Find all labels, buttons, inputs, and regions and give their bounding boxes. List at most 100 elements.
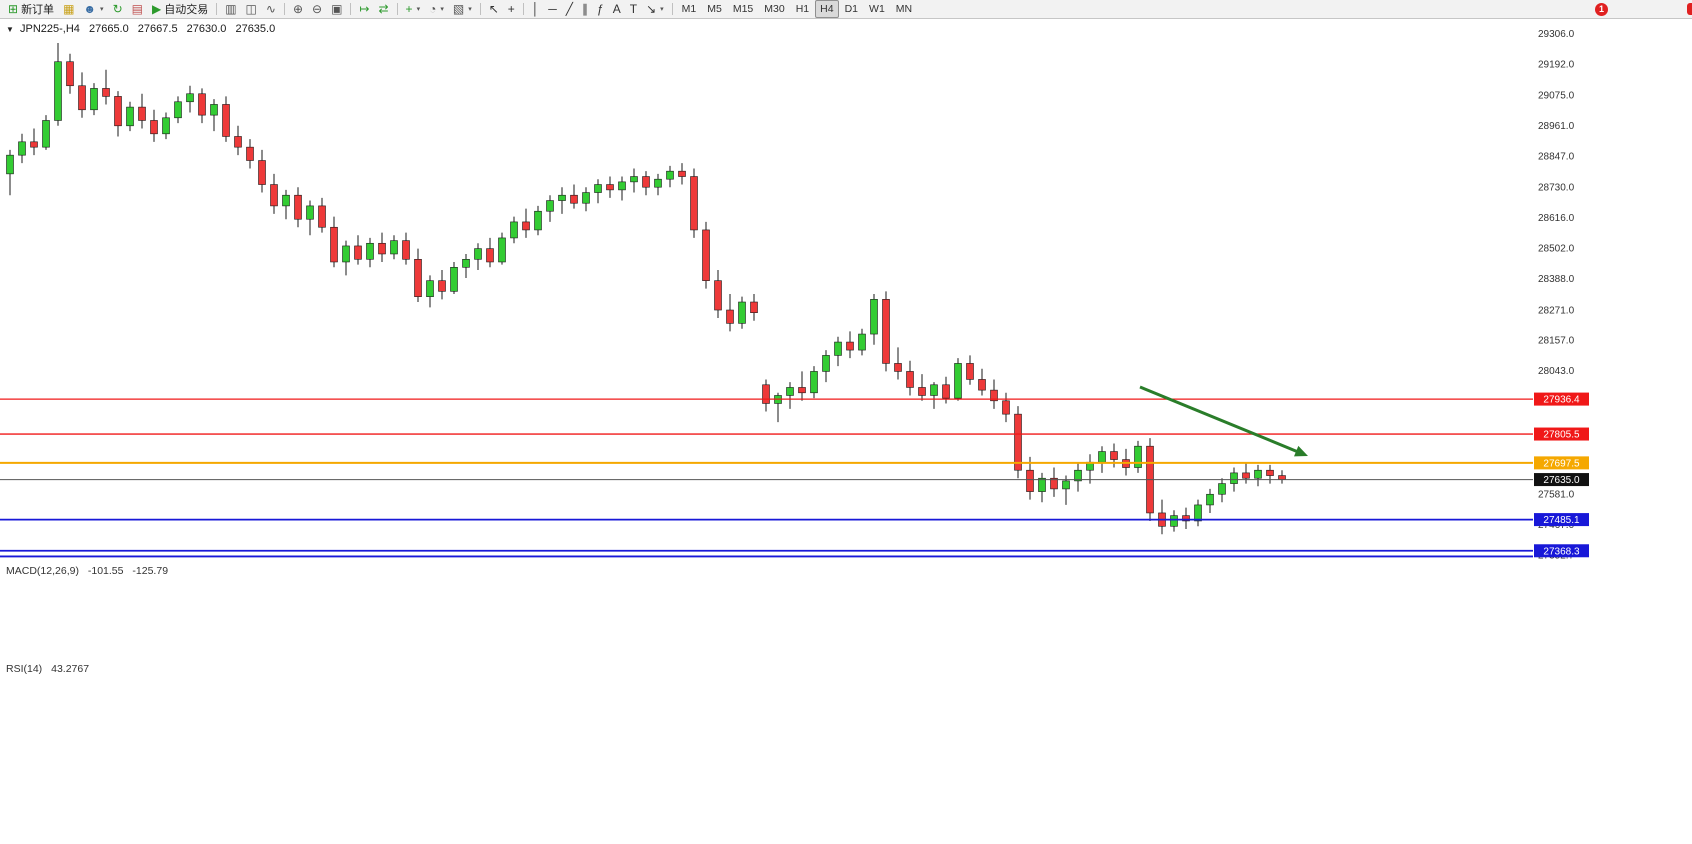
line-chart-button[interactable]: ∿: [262, 0, 280, 18]
candle-body: [66, 61, 74, 87]
clipped-notification-icon[interactable]: [1687, 3, 1692, 15]
tf-m15[interactable]: M15: [728, 0, 758, 18]
fibonacci-icon: ƒ: [597, 2, 604, 16]
channel-button[interactable]: ∥: [578, 0, 592, 18]
price-axis-label: 28616.0: [1538, 213, 1575, 224]
candle-body: [258, 160, 266, 185]
candle-body: [906, 371, 914, 388]
candle-body: [1182, 515, 1190, 522]
candle-body: [474, 248, 482, 260]
zoom-in-icon: ⊕: [292, 2, 304, 16]
price-tag-27368.3: 27368.3: [1534, 544, 1589, 558]
tf-m1[interactable]: M1: [677, 0, 702, 18]
tile-windows-button[interactable]: ▣: [327, 0, 346, 18]
candle-body: [1218, 483, 1226, 495]
price-axis-label: 28961.0: [1538, 121, 1575, 132]
chart-canvas[interactable]: 29306.0 29192.0 29075.0 28961.0 28847.0 28730…: [0, 19, 1692, 844]
trendline-icon: ╱: [565, 2, 574, 16]
candle-body: [642, 176, 650, 188]
auto-scroll-button[interactable]: ↦: [355, 0, 373, 18]
candle-body: [978, 379, 986, 391]
candles: [6, 43, 1286, 535]
price-axis-label: 29192.0: [1538, 59, 1575, 70]
zoom-in-button[interactable]: ⊕: [289, 0, 307, 18]
cursor-button[interactable]: ↖: [485, 0, 503, 18]
candle-body: [294, 194, 302, 220]
toolbar-separator: [396, 3, 398, 15]
templates-button[interactable]: ▧ ▾: [449, 0, 476, 18]
vertical-line-button[interactable]: │: [528, 0, 544, 18]
candle-body: [786, 387, 794, 396]
candle-body: [18, 141, 26, 156]
candlestick-chart-icon: ◫: [245, 2, 257, 16]
trend-arrow-head: [1294, 445, 1308, 457]
cursor-icon: ↖: [488, 2, 499, 16]
tf-h1[interactable]: H1: [791, 0, 814, 18]
refresh-button[interactable]: ↻: [109, 0, 127, 18]
profile-button[interactable]: ☻ ▾: [79, 0, 107, 18]
autotrading-button[interactable]: ▶ 自动交易: [148, 0, 212, 18]
candle-body: [198, 93, 206, 116]
indicators-icon: +: [405, 2, 413, 16]
svg-text:27485.1: 27485.1: [1543, 515, 1580, 526]
chart-window-button[interactable]: ▦: [59, 0, 78, 18]
candle-body: [882, 299, 890, 364]
bar-chart-button[interactable]: ▥: [221, 0, 240, 18]
chart-collapse-icon[interactable]: ▼: [6, 25, 14, 34]
trendline-button[interactable]: ╱: [562, 0, 577, 18]
toolbar-separator: [350, 3, 352, 15]
candle-body: [318, 205, 326, 228]
notification-badge[interactable]: 1: [1595, 2, 1608, 16]
tf-mn-label: MN: [895, 3, 913, 15]
macd-name: MACD(12,26,9): [6, 565, 79, 577]
tf-mn[interactable]: MN: [891, 0, 917, 18]
horizontal-line-button[interactable]: ─: [544, 0, 561, 18]
tile-windows-icon: ▣: [331, 2, 343, 16]
arrows-tool-button[interactable]: ↘ ▾: [642, 0, 668, 18]
tf-m30[interactable]: M30: [759, 0, 789, 18]
price-axis-label: 28502.0: [1538, 244, 1575, 255]
zoom-out-button[interactable]: ⊖: [308, 0, 326, 18]
new-order-button[interactable]: ⊞ 新订单: [4, 0, 58, 18]
candle-body: [1074, 469, 1082, 482]
tf-m1-label: M1: [681, 3, 697, 15]
tf-h4[interactable]: H4: [815, 0, 839, 18]
chart-shift-icon: ⇄: [378, 2, 389, 16]
fibonacci-button[interactable]: ƒ: [593, 0, 608, 18]
chart-window-icon: ▦: [63, 2, 75, 16]
bar-chart-icon: ▥: [225, 2, 237, 16]
candle-body: [666, 170, 674, 180]
candle-body: [726, 309, 734, 324]
chart-shift-button[interactable]: ⇄: [374, 0, 392, 18]
candle-body: [1050, 477, 1058, 490]
ohlc-high: 27667.5: [137, 23, 178, 35]
horizontal-line-icon: ─: [548, 2, 557, 16]
dropdown-caret-icon: ▾: [440, 6, 444, 13]
tf-d1-label: D1: [844, 3, 859, 15]
tf-d1[interactable]: D1: [840, 0, 863, 18]
price-tag-27805.5: 27805.5: [1534, 427, 1589, 441]
trend-arrow[interactable]: [1139, 385, 1302, 455]
rsi-name: RSI(14): [6, 663, 43, 675]
price-axis-label: 29075.0: [1538, 91, 1575, 102]
crosshair-icon: +: [507, 2, 515, 16]
candle-body: [1278, 475, 1286, 480]
candlestick-chart-button[interactable]: ◫: [242, 0, 261, 18]
tf-m5[interactable]: M5: [702, 0, 727, 18]
text-button[interactable]: A: [609, 0, 625, 18]
tf-h1-label: H1: [795, 3, 810, 15]
candle-body: [414, 258, 422, 297]
label-button[interactable]: T: [626, 0, 641, 18]
indicators-button[interactable]: + ▾: [402, 0, 425, 18]
crosshair-button[interactable]: +: [504, 0, 519, 18]
ohlc-open: 27665.0: [88, 23, 129, 35]
toolbar-separator: [479, 3, 481, 15]
candle-body: [450, 267, 458, 292]
periods-button[interactable]: ◔ ▾: [425, 0, 448, 18]
terminal-button[interactable]: ▤: [128, 0, 147, 18]
candle-body: [750, 301, 758, 313]
tf-w1[interactable]: W1: [864, 0, 890, 18]
dropdown-caret-icon: ▾: [660, 6, 664, 13]
price-axis-label: 28730.0: [1538, 183, 1575, 194]
auto-scroll-icon: ↦: [359, 2, 370, 16]
